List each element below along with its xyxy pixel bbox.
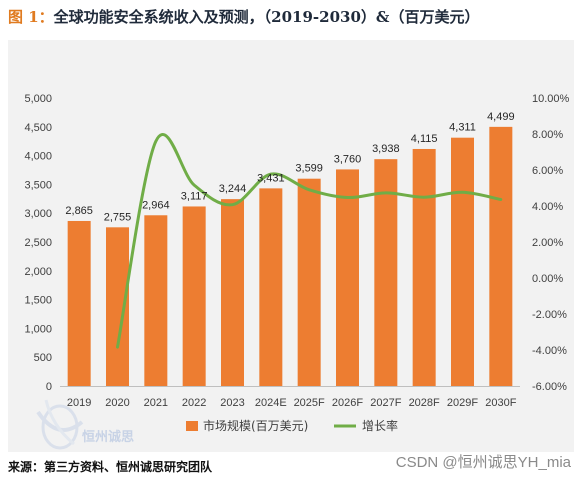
y-right-tick-label: 6.00% bbox=[532, 165, 563, 177]
bar bbox=[106, 227, 129, 386]
y-left-tick-label: 4,500 bbox=[24, 122, 52, 134]
x-tick-label: 2025F bbox=[294, 397, 325, 409]
figure-title-text: 全球功能安全系统收入及预测，（2019-2030）&（百万美元） bbox=[53, 8, 480, 26]
y-right-tick-label: 10.00% bbox=[532, 93, 570, 105]
legend-swatch-bar bbox=[186, 421, 198, 431]
bar bbox=[182, 206, 206, 386]
y-left-tick-label: 5,000 bbox=[24, 93, 52, 105]
bar-data-label: 3,431 bbox=[257, 172, 285, 184]
bar bbox=[412, 148, 436, 386]
legend-label-bar: 市场规模(百万美元) bbox=[203, 418, 308, 433]
x-tick-label: 2019 bbox=[67, 397, 91, 409]
bar bbox=[489, 126, 513, 386]
bar-data-label: 4,499 bbox=[487, 111, 515, 123]
bar-data-labels: 2,865 2,755 2,964 3,117 3,244 3,431 3,599 3,760… bbox=[65, 111, 514, 223]
x-tick-label: 2024E bbox=[255, 397, 287, 409]
logo-text: 恒州诚思 bbox=[82, 429, 134, 445]
x-axis: 2019 2020 2021 2022 2023 2024E 2025F 2026F 2027F… bbox=[60, 386, 520, 409]
chart: 恒州诚思 0 500 1,000 1,500 2,000 2,500 3,000 3,500 4… bbox=[24, 93, 570, 450]
y-left-tick-label: 500 bbox=[34, 352, 52, 364]
bar-data-label: 3,760 bbox=[334, 153, 362, 165]
y-axis-left: 0 500 1,000 1,500 2,000 2,500 3,000 3,500 4,000 4… bbox=[24, 93, 52, 393]
x-tick-label: 2027F bbox=[370, 397, 401, 409]
x-tick-label: 2021 bbox=[144, 397, 168, 409]
bar-data-label: 3,244 bbox=[219, 183, 247, 195]
bar-data-label: 3,938 bbox=[372, 143, 400, 155]
bar bbox=[221, 199, 244, 386]
bar-data-label: 2,964 bbox=[142, 199, 170, 211]
x-tick-label: 2022 bbox=[182, 397, 206, 409]
x-tick-label: 2026F bbox=[332, 397, 363, 409]
bar bbox=[259, 188, 283, 386]
bar-data-label: 4,311 bbox=[449, 122, 476, 134]
y-right-tick-label: 4.00% bbox=[532, 201, 563, 213]
y-right-tick-label: 8.00% bbox=[532, 129, 563, 141]
x-tick-label: 2028F bbox=[409, 397, 440, 409]
bar bbox=[297, 178, 321, 386]
y-left-tick-label: 1,000 bbox=[24, 323, 52, 335]
bar-data-label: 3,117 bbox=[181, 190, 208, 202]
y-left-tick-label: 2,000 bbox=[24, 266, 52, 278]
bar bbox=[451, 137, 474, 386]
x-tick-label: 2020 bbox=[105, 397, 129, 409]
y-left-tick-label: 3,000 bbox=[24, 208, 52, 220]
growth-rate-line bbox=[116, 132, 503, 349]
y-left-tick-label: 2,500 bbox=[24, 237, 52, 249]
legend-label-line: 增长率 bbox=[362, 418, 398, 433]
globe-swoosh-icon bbox=[36, 399, 84, 450]
bar-data-label: 3,599 bbox=[295, 163, 323, 175]
source-note: 来源：第三方资料、恒州诚思研究团队 bbox=[8, 460, 213, 474]
line-series bbox=[116, 132, 503, 349]
bar-data-label: 4,115 bbox=[411, 133, 438, 145]
y-left-tick-label: 3,500 bbox=[24, 179, 52, 191]
y-left-tick-label: 1,500 bbox=[24, 295, 52, 307]
figure-title: 图 1：全球功能安全系统收入及预测，（2019-2030）&（百万美元） bbox=[8, 6, 578, 30]
y-right-tick-label: 2.00% bbox=[532, 237, 563, 249]
watermark: CSDN @恒州诚思YH_mia bbox=[395, 454, 571, 471]
y-right-tick-label: -4.00% bbox=[532, 345, 567, 357]
bar-series bbox=[67, 126, 513, 386]
bar-data-label: 2,755 bbox=[104, 211, 132, 223]
x-tick-label: 2029F bbox=[447, 397, 478, 409]
y-right-tick-label: -2.00% bbox=[532, 309, 567, 321]
y-right-tick-label: -6.00% bbox=[532, 381, 567, 393]
bar bbox=[144, 215, 168, 386]
y-left-tick-label: 0 bbox=[46, 381, 52, 393]
chart-panel: 恒州诚思 0 500 1,000 1,500 2,000 2,500 3,000 3,500 4… bbox=[8, 40, 574, 452]
x-tick-label: 2030F bbox=[485, 397, 516, 409]
figure-label: 图 1： bbox=[8, 8, 54, 26]
logo: 恒州诚思 bbox=[36, 399, 134, 450]
bar bbox=[67, 220, 91, 386]
legend: 市场规模(百万美元) 增长率 bbox=[186, 418, 398, 433]
y-left-tick-label: 4,000 bbox=[24, 151, 52, 163]
y-right-tick-label: 0.00% bbox=[532, 273, 563, 285]
bar bbox=[336, 169, 359, 386]
x-tick-label: 2023 bbox=[220, 397, 244, 409]
bar-data-label: 2,865 bbox=[65, 205, 93, 217]
bar bbox=[374, 159, 398, 386]
y-axis-right: -6.00% -4.00% -2.00% 0.00% 2.00% 4.00% 6.00% 8.… bbox=[532, 93, 570, 393]
